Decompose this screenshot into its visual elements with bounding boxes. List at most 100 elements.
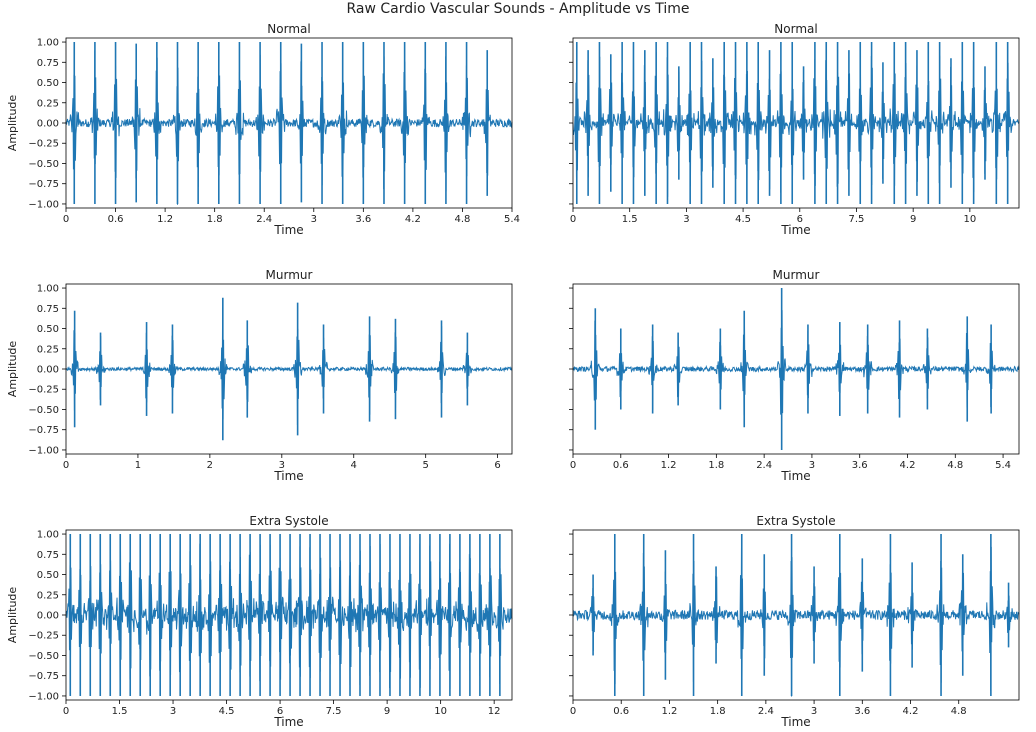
signal-series-line: [65, 46, 513, 205]
y-tick-label: −0.50: [28, 159, 59, 170]
y-tick-label: 0.00: [37, 611, 59, 622]
x-tick-label: 1.8: [710, 706, 726, 717]
x-tick-label: 2.4: [756, 460, 772, 471]
y-tick-label: 0.50: [37, 324, 59, 335]
x-tick-label: 5.4: [504, 214, 520, 225]
x-tick-label: 3: [279, 460, 285, 471]
x-tick-label: 0: [63, 706, 69, 717]
signal-series-line: [572, 310, 1020, 424]
y-tick-label: −0.25: [28, 139, 59, 150]
x-tick-label: 9: [910, 214, 916, 225]
x-tick-label: 4.2: [900, 460, 916, 471]
x-tick-label: 1.8: [207, 214, 223, 225]
y-tick-label: 1.00: [37, 530, 59, 541]
y-tick-label: −1.00: [28, 445, 59, 456]
x-tick-label: 7.5: [326, 706, 342, 717]
y-axis-label: Amplitude: [6, 587, 19, 644]
chart-panel-4: 0 0.6 1.2 1.8 2.4 3 3.6 4.2 4.8 5.4 Murmur Time: [569, 268, 1020, 483]
x-tick-label: 2.4: [256, 214, 272, 225]
x-tick-label: 0.6: [613, 706, 629, 717]
x-tick-label: 0: [570, 706, 576, 717]
y-tick-label: −0.50: [28, 405, 59, 416]
chart-panel-2: 0 1.5 3 4.5 6 7.5 9 10 Normal Time: [569, 22, 1020, 237]
signal-series-line: [65, 535, 513, 695]
figure-title: Raw Cardio Vascular Sounds - Amplitude v…: [346, 1, 690, 17]
signal-series-line: [572, 545, 1020, 697]
signal-series-line: [572, 45, 1020, 200]
chart-title: Murmur: [773, 268, 820, 282]
y-tick-label: 0.50: [37, 78, 59, 89]
x-axis-label: Time: [780, 715, 810, 729]
x-tick-label: 1.5: [112, 706, 128, 717]
x-tick-label: 12: [488, 706, 501, 717]
x-tick-label: 3: [311, 214, 317, 225]
x-tick-label: 0: [570, 460, 576, 471]
y-tick-label: −0.75: [28, 179, 59, 190]
y-tick-label: −1.00: [28, 691, 59, 702]
x-tick-label: 3.6: [854, 706, 870, 717]
y-tick-label: 0.50: [37, 570, 59, 581]
x-tick-label: 4.8: [454, 214, 470, 225]
y-tick-label: 0.75: [37, 550, 59, 561]
x-tick-label: 3: [170, 706, 176, 717]
chart-title: Normal: [774, 22, 817, 36]
chart-panel-5: 1.00 0.75 0.50 0.25 0.00 −0.25 −0.50 −0.75 −1.00…: [6, 514, 513, 729]
y-tick-label: 1.00: [37, 38, 59, 49]
x-tick-label: 6: [277, 706, 283, 717]
x-tick-label: 1.5: [622, 214, 638, 225]
x-tick-label: 4.8: [951, 706, 967, 717]
y-tick-label: −1.00: [28, 199, 59, 210]
x-tick-label: 1.2: [661, 460, 677, 471]
chart-title: Normal: [267, 22, 310, 36]
x-tick-label: 6: [494, 460, 500, 471]
x-tick-label: 4: [351, 460, 357, 471]
x-tick-label: 1.8: [708, 460, 724, 471]
x-tick-label: 4.5: [735, 214, 751, 225]
x-axis-label: Time: [780, 223, 810, 237]
x-tick-label: 3: [809, 460, 815, 471]
x-tick-label: 0: [63, 214, 69, 225]
x-tick-label: 9: [384, 706, 390, 717]
x-tick-label: 10: [963, 214, 976, 225]
x-tick-label: 0: [63, 460, 69, 471]
y-tick-label: −0.50: [28, 651, 59, 662]
x-axis-label: Time: [273, 223, 303, 237]
chart-title: Extra Systole: [249, 514, 328, 528]
chart-title: Extra Systole: [756, 514, 835, 528]
x-tick-label: 6: [797, 214, 803, 225]
x-tick-label: 4.2: [903, 706, 919, 717]
x-tick-label: 2.4: [758, 706, 774, 717]
y-tick-label: 0.25: [37, 590, 59, 601]
y-tick-label: −0.75: [28, 425, 59, 436]
x-tick-label: 4.2: [405, 214, 421, 225]
y-tick-label: 0.75: [37, 304, 59, 315]
x-tick-label: 3.6: [355, 214, 371, 225]
y-tick-label: 0.75: [37, 58, 59, 69]
x-tick-label: 3.6: [852, 460, 868, 471]
y-tick-label: 0.25: [37, 344, 59, 355]
x-tick-label: 1: [135, 460, 141, 471]
x-tick-label: 3: [811, 706, 817, 717]
x-tick-label: 5.4: [995, 460, 1011, 471]
x-tick-label: 4.8: [947, 460, 963, 471]
x-tick-label: 0.6: [613, 460, 629, 471]
y-tick-label: 0.00: [37, 119, 59, 130]
chart-title: Murmur: [266, 268, 313, 282]
x-axis-label: Time: [273, 469, 303, 483]
x-tick-label: 1.2: [157, 214, 173, 225]
y-tick-label: 0.25: [37, 98, 59, 109]
y-tick-label: −0.25: [28, 385, 59, 396]
x-tick-label: 0: [570, 214, 576, 225]
x-tick-label: 0.6: [108, 214, 124, 225]
x-tick-label: 3: [683, 214, 689, 225]
y-tick-label: −0.75: [28, 671, 59, 682]
y-axis-label: Amplitude: [6, 95, 19, 152]
x-axis-label: Time: [780, 469, 810, 483]
x-tick-label: 1.2: [661, 706, 677, 717]
chart-panel-1: 1.00 0.75 0.50 0.25 0.00 −0.25 −0.50 −0.75 −1.00…: [6, 22, 520, 237]
x-tick-label: 4.5: [219, 706, 235, 717]
y-tick-label: −0.25: [28, 631, 59, 642]
y-tick-label: 1.00: [37, 284, 59, 295]
